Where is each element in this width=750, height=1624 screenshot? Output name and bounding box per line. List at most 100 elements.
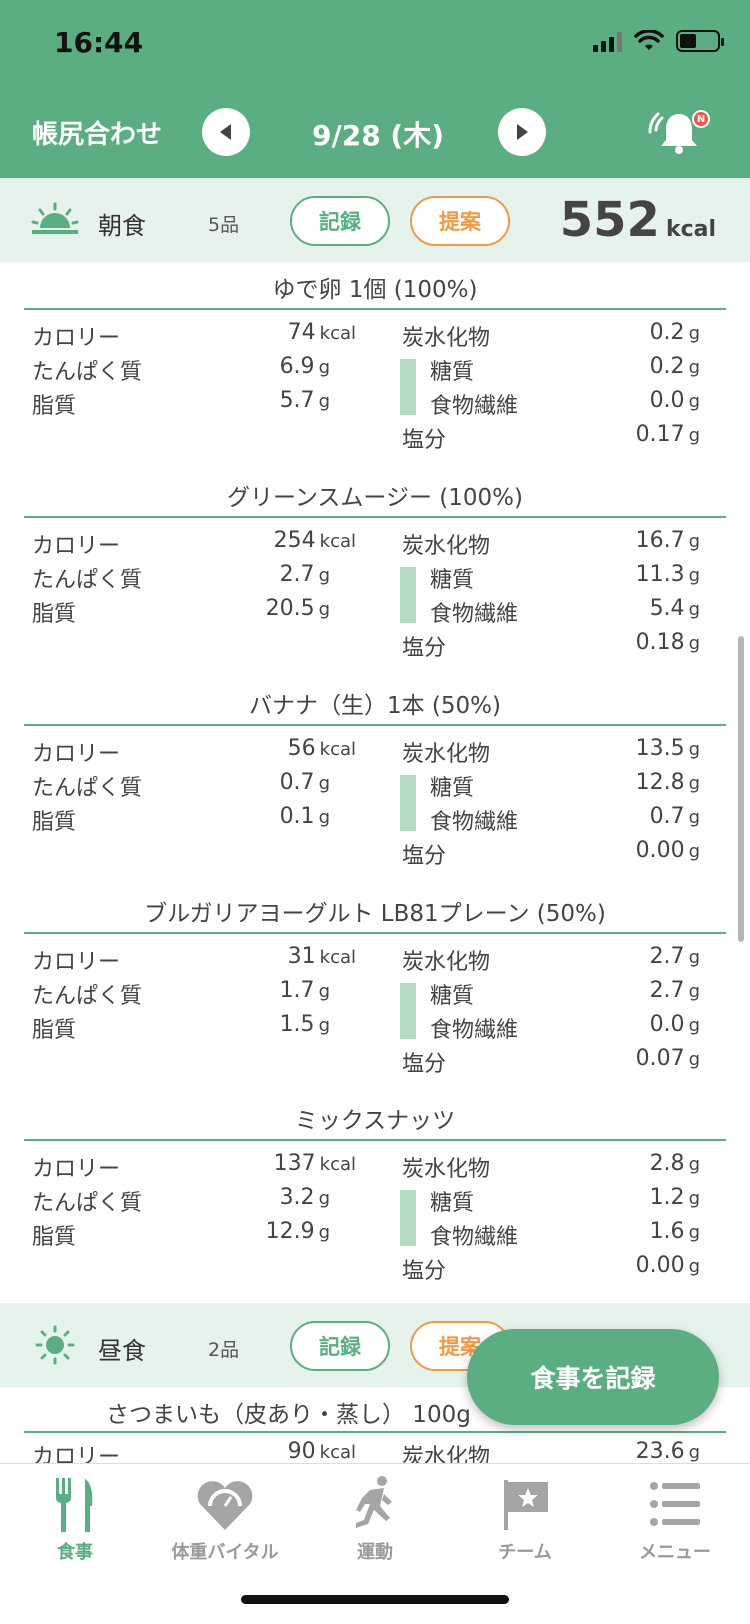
sugar-label: 糖質 <box>430 984 475 1009</box>
sub-nutrient-bar <box>400 1190 416 1246</box>
tab-weight-vital-label: 体重バイタル <box>171 1542 279 1563</box>
food-divider <box>24 932 726 934</box>
breakfast-suggest-button[interactable]: 提案 <box>410 196 510 246</box>
sub-nutrient-bar <box>400 983 416 1039</box>
sugar-label: 糖質 <box>430 1191 475 1216</box>
sun-icon <box>35 1325 75 1365</box>
sugar-label: 糖質 <box>430 568 475 593</box>
protein-label: たんぱく質 <box>32 776 143 801</box>
salt-label: 塩分 <box>402 1052 447 1077</box>
carbs-value: 2.8 g <box>649 1151 700 1176</box>
breakfast-kcal-value: 552 <box>559 192 660 248</box>
fat-label: 脂質 <box>32 810 77 835</box>
food-title: ブルガリアヨーグルト LB81プレーン (50%) <box>144 901 606 927</box>
fiber-value: 5.4 g <box>649 596 700 621</box>
tab-menu[interactable]: メニュー <box>600 1474 750 1574</box>
tab-team[interactable]: チーム <box>450 1474 600 1574</box>
lunch-carbs-value: 23.6 g <box>635 1439 700 1464</box>
fiber-value: 0.0 g <box>649 388 700 413</box>
salt-value: 0.00 g <box>635 838 700 863</box>
status-time: 16:44 <box>54 26 144 59</box>
breakfast-record-button[interactable]: 記録 <box>290 196 390 246</box>
tab-team-label: チーム <box>498 1542 552 1563</box>
tab-exercise[interactable]: 運動 <box>300 1474 450 1574</box>
lunch-carbs-label: 炭水化物 <box>402 1445 491 1465</box>
status-icons <box>593 30 724 52</box>
protein-value: 0.7 g <box>279 770 330 795</box>
salt-value: 0.07 g <box>635 1046 700 1071</box>
fiber-label: 食物繊維 <box>430 394 519 419</box>
protein-value: 3.2 g <box>279 1185 330 1210</box>
carbs-label: 炭水化物 <box>402 326 491 351</box>
calorie-value: 31 kcal <box>287 944 356 969</box>
protein-value: 2.7 g <box>279 562 330 587</box>
heart-scale-icon <box>197 1481 253 1530</box>
breakfast-header: 朝食 5品 記録 提案 552 kcal <box>0 178 750 262</box>
scrollbar[interactable] <box>738 636 744 942</box>
salt-label: 塩分 <box>402 636 447 661</box>
food-item[interactable]: ブルガリアヨーグルト LB81プレーン (50%) カロリー たんぱく質 脂質 31 kc… <box>0 886 750 1094</box>
calorie-label: カロリー <box>32 326 121 351</box>
breakfast-kcal-unit: kcal <box>665 217 716 242</box>
fiber-label: 食物繊維 <box>430 1225 519 1250</box>
food-item[interactable]: グリーンスムージー (100%) カロリー たんぱく質 脂質 254 kcal 2.7 g 20… <box>0 470 750 678</box>
carbs-label: 炭水化物 <box>402 742 491 767</box>
food-item[interactable]: バナナ（生）1本 (50%) カロリー たんぱく質 脂質 56 kcal 0.7 g 0.1 g 炭… <box>0 678 750 886</box>
bell-icon[interactable] <box>648 108 710 158</box>
salt-label: 塩分 <box>402 1259 447 1284</box>
salt-label: 塩分 <box>402 844 447 869</box>
tab-menu-label: メニュー <box>639 1542 711 1563</box>
fork-knife-icon <box>56 1478 93 1532</box>
date-label[interactable]: 9/28 (木) <box>312 119 445 152</box>
lunch-count: 2品 <box>208 1339 240 1361</box>
fat-value: 12.9 g <box>265 1219 330 1244</box>
calorie-value: 137 kcal <box>273 1151 356 1176</box>
running-person-icon <box>356 1476 392 1528</box>
calorie-value: 74 kcal <box>287 320 356 345</box>
lunch-food-item[interactable]: さつまいも（皮あり・蒸し） 100g カロリー 90 kcal 炭水化物 23.6… <box>0 1389 750 1465</box>
tab-meal[interactable]: 食事 <box>0 1474 150 1574</box>
carbs-label: 炭水化物 <box>402 950 491 975</box>
home-indicator <box>241 1595 509 1604</box>
sugar-value: 11.3 g <box>635 562 700 587</box>
food-item[interactable]: ゆで卵 1個 (100%) カロリー たんぱく質 脂質 74 kcal 6.9 g 5.7 g 炭水… <box>0 262 750 470</box>
prev-day-button[interactable] <box>202 108 250 156</box>
protein-label: たんぱく質 <box>32 1191 143 1216</box>
calorie-label: カロリー <box>32 742 121 767</box>
sub-nutrient-bar <box>400 775 416 831</box>
lunch-record-button[interactable]: 記録 <box>290 1321 390 1371</box>
tab-weight-vital[interactable]: 体重バイタル <box>150 1474 300 1574</box>
protein-label: たんぱく質 <box>32 360 143 385</box>
carbs-label: 炭水化物 <box>402 534 491 559</box>
sub-nutrient-bar <box>400 567 416 623</box>
fat-label: 脂質 <box>32 394 77 419</box>
carbs-label: 炭水化物 <box>402 1157 491 1182</box>
page-title[interactable]: 帳尻合わせ <box>32 120 163 150</box>
tab-meal-label: 食事 <box>57 1542 93 1563</box>
sugar-value: 1.2 g <box>649 1185 700 1210</box>
lunch-suggest-button[interactable]: 提案 <box>410 1321 510 1371</box>
fiber-label: 食物繊維 <box>430 810 519 835</box>
next-day-button[interactable] <box>498 108 546 156</box>
food-divider <box>24 1139 726 1141</box>
breakfast-kcal: 552 kcal <box>560 192 716 248</box>
calorie-value: 254 kcal <box>273 528 356 553</box>
record-meal-button[interactable]: 食事を記録 <box>467 1329 719 1425</box>
sugar-label: 糖質 <box>430 776 475 801</box>
fiber-value: 1.6 g <box>649 1219 700 1244</box>
wifi-icon <box>634 30 664 50</box>
salt-value: 0.17 g <box>635 422 700 447</box>
food-item[interactable]: ミックスナッツ カロリー たんぱく質 脂質 137 kcal 3.2 g 12.9 g 炭水化物 糖質… <box>0 1093 750 1301</box>
fat-label: 脂質 <box>32 602 77 627</box>
salt-value: 0.18 g <box>635 630 700 655</box>
fiber-value: 0.7 g <box>649 804 700 829</box>
carbs-value: 16.7 g <box>635 528 700 553</box>
carbs-value: 0.2 g <box>649 320 700 345</box>
breakfast-count: 5品 <box>208 214 240 236</box>
food-divider <box>24 516 726 518</box>
menu-list-icon <box>650 1482 700 1526</box>
carbs-value: 2.7 g <box>649 944 700 969</box>
protein-label: たんぱく質 <box>32 568 143 593</box>
fiber-label: 食物繊維 <box>430 602 519 627</box>
flag-star-icon <box>504 1480 548 1530</box>
